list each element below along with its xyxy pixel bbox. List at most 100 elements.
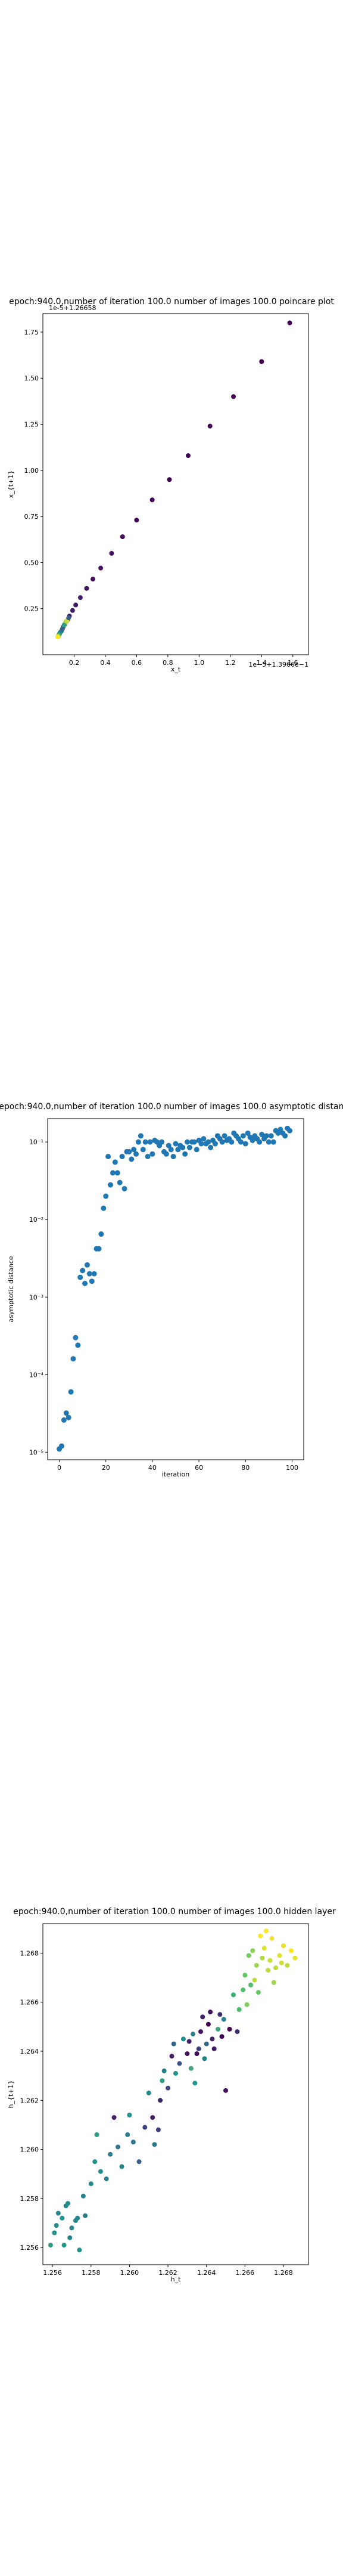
- asymptotic-distance-data-point: [240, 1133, 246, 1139]
- hidden-layer-data-point: [52, 2230, 57, 2236]
- hidden-layer-data-point: [166, 2085, 171, 2091]
- poincare-data-point: [84, 586, 89, 591]
- hidden-layer-data-point: [223, 2088, 229, 2093]
- hidden-layer-data-point: [236, 2007, 242, 2012]
- hidden-layer-data-point: [285, 1962, 290, 1968]
- poincare-data-point: [73, 602, 79, 608]
- hidden-layer-data-point: [55, 2210, 61, 2216]
- poincare-plot-chart: epoch:940.0,number of iteration 100.0 nu…: [7, 297, 334, 673]
- poincare-data-point: [70, 608, 75, 613]
- hidden-layer-ytick-label: 1.264: [20, 2048, 39, 2055]
- asymptotic-distance-data-point: [66, 1414, 71, 1420]
- asymptotic-distance-data-point: [91, 1271, 97, 1277]
- hidden-layer-data-point: [136, 2159, 142, 2165]
- hidden-layer-chart: epoch:940.0,number of iteration 100.0 nu…: [7, 1907, 336, 2283]
- hidden-layer-data-point: [169, 2054, 174, 2059]
- asymptotic-distance-xtick-label: 0: [57, 1464, 61, 1472]
- hidden-layer-data-point: [48, 2243, 53, 2248]
- hidden-layer-data-point: [269, 1936, 275, 1941]
- asymptotic-distance-ylabel: asymptotic distance: [7, 1256, 15, 1322]
- poincare-data-point: [287, 320, 292, 326]
- asymptotic-distance-data-point: [82, 1280, 88, 1286]
- asymptotic-distance-data-point: [110, 1170, 116, 1176]
- hidden-layer-data-point: [66, 2201, 71, 2206]
- poincare-ytick-label: 1.25: [24, 421, 39, 429]
- asymptotic-distance-ytick-label: 10⁻⁵: [29, 1448, 43, 1456]
- hidden-layer-data-point: [186, 2039, 192, 2044]
- poincare-ylabel: x_{t+1}: [7, 470, 15, 499]
- hidden-layer-xtick-label: 1.268: [274, 2269, 293, 2277]
- asymptotic-distance-data-point: [149, 1151, 155, 1157]
- hidden-layer-data-point: [210, 2036, 215, 2042]
- poincare-data-point: [55, 634, 60, 640]
- hidden-layer-ytick-label: 1.262: [20, 2097, 39, 2104]
- asymptotic-distance-data-point: [287, 1128, 293, 1134]
- asymptotic-distance-data-point: [163, 1151, 169, 1157]
- hidden-layer-data-point: [104, 2176, 109, 2181]
- hidden-layer-data-point: [235, 2029, 240, 2035]
- hidden-layer-data-point: [83, 2213, 88, 2218]
- hidden-layer-data-point: [271, 1980, 276, 1985]
- poincare-xlabel: x_t: [171, 665, 181, 673]
- hidden-layer-data-point: [125, 2132, 130, 2137]
- hidden-layer-data-point: [227, 2026, 232, 2032]
- hidden-layer-data-point: [127, 2112, 132, 2117]
- asymptotic-distance-data-point: [208, 1144, 214, 1150]
- asymptotic-distance-ytick-label: 10⁻¹: [29, 1138, 43, 1146]
- asymptotic-distance-xtick-label: 20: [102, 1464, 110, 1472]
- asymptotic-distance-data-point: [245, 1130, 251, 1136]
- asymptotic-distance-data-point: [191, 1139, 197, 1145]
- asymptotic-distance-data-point: [96, 1246, 102, 1252]
- hidden-layer-data-point: [94, 2132, 99, 2137]
- asymptotic-distance-data-point: [121, 1185, 127, 1191]
- hidden-layer-data-point: [60, 2215, 65, 2221]
- asymptotic-distance-data-point: [80, 1268, 86, 1274]
- hidden-layer-data-point: [258, 1933, 263, 1939]
- hidden-layer-data-point: [173, 2071, 178, 2076]
- asymptotic-distance-data-point: [135, 1139, 141, 1145]
- asymptotic-distance-data-point: [84, 1262, 90, 1268]
- poincare-ytick-label: 0.75: [24, 513, 39, 521]
- poincare-overlay-text: 1e-5+1.26658: [49, 304, 96, 312]
- asymptotic-distance-data-point: [73, 1335, 79, 1340]
- hidden-layer-data-point: [194, 2051, 199, 2057]
- asymptotic-distance-panel: epoch:940.0,number of iteration 100.0 nu…: [0, 1097, 343, 1479]
- hidden-layer-data-point: [61, 2243, 67, 2248]
- hidden-layer-data-point: [108, 2151, 113, 2157]
- asymptotic-distance-title: epoch:940.0,number of iteration 100.0 nu…: [0, 1102, 343, 1111]
- hidden-layer-ytick-label: 1.266: [20, 1999, 39, 2007]
- poincare-data-point: [134, 518, 139, 523]
- hidden-layer-ytick-label: 1.256: [20, 2244, 39, 2252]
- hidden-layer-data-point: [185, 2051, 190, 2057]
- poincare-xtick-label: 0.4: [100, 659, 111, 667]
- asymptotic-distance-data-point: [70, 1356, 76, 1362]
- hidden-layer-data-point: [252, 1977, 257, 1983]
- hidden-layer-data-point: [80, 2193, 86, 2199]
- hidden-layer-data-point: [88, 2181, 93, 2187]
- hidden-layer-frame: [42, 1923, 309, 2265]
- poincare-xtick-label: 1.2: [225, 659, 236, 667]
- hidden-layer-xtick-label: 1.258: [82, 2269, 101, 2277]
- asymptotic-distance-data-point: [259, 1132, 265, 1138]
- poincare-ytick-label: 0.50: [24, 559, 39, 566]
- poincare-data-point: [90, 577, 95, 582]
- asymptotic-distance-data-point: [68, 1389, 74, 1395]
- hidden-layer-data-point: [152, 2142, 157, 2147]
- asymptotic-distance-data-point: [63, 1410, 69, 1416]
- asymptotic-distance-frame: [47, 1118, 304, 1460]
- poincare-ytick-label: 0.25: [24, 605, 39, 613]
- hidden-layer-data-point: [279, 1960, 284, 1965]
- hidden-layer-data-point: [242, 1973, 248, 1978]
- asymptotic-distance-data-point: [170, 1153, 176, 1159]
- hidden-layer-data-point: [221, 2017, 226, 2022]
- hidden-layer-data-point: [254, 1962, 259, 1968]
- hidden-layer-data-point: [191, 2032, 196, 2037]
- asymptotic-distance-ytick-label: 10⁻³: [29, 1293, 43, 1301]
- asymptotic-distance-data-point: [133, 1151, 139, 1157]
- hidden-layer-data-point: [198, 2029, 204, 2035]
- poincare-data-point: [207, 423, 213, 429]
- asymptotic-distance-data-point: [238, 1139, 244, 1145]
- asymptotic-distance-data-point: [268, 1133, 274, 1139]
- poincare-ytick-label: 1.50: [24, 374, 39, 382]
- asymptotic-distance-data-point: [101, 1205, 107, 1211]
